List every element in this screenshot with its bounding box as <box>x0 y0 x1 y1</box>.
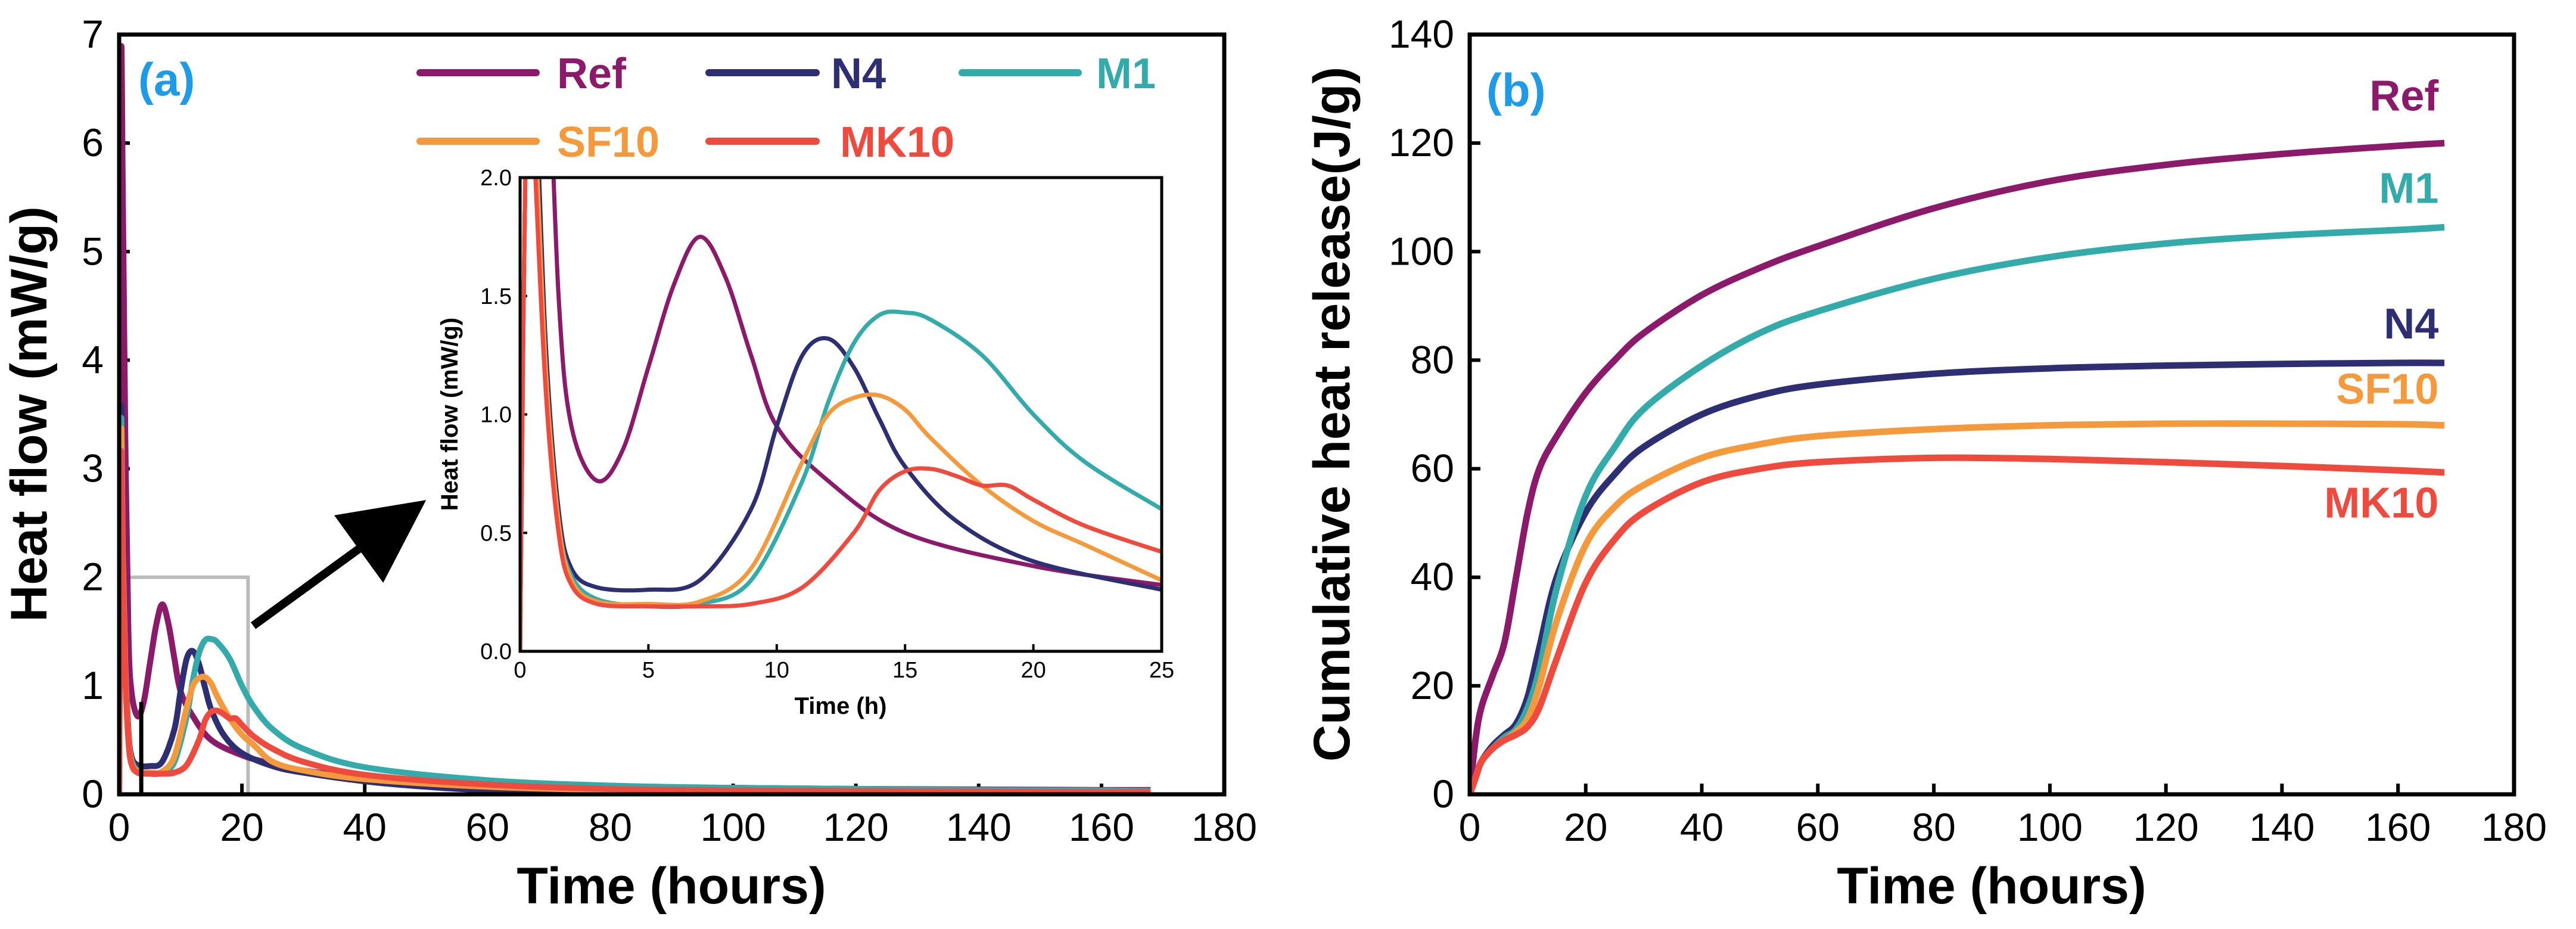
b-y-tick-label: 80 <box>1411 337 1454 381</box>
a-x-tick-label: 180 <box>1191 805 1257 849</box>
y-axis-title-inset: Heat flow (mW/g) <box>437 318 463 511</box>
legend-label-m1: M1 <box>1096 50 1156 98</box>
y-axis-title-b: Cumulative heat release(J/g) <box>1303 67 1361 762</box>
inset-background <box>520 178 1162 651</box>
a-x-tick-label: 160 <box>1069 805 1134 849</box>
a-y-tick-label: 0 <box>82 772 104 816</box>
a-x-tick-label: 40 <box>343 805 387 849</box>
end-label-ref: Ref <box>2369 73 2439 120</box>
series-inset-mk10 <box>520 178 1162 651</box>
a-x-tick-label: 0 <box>108 805 130 849</box>
inset-y-tick-label: 0.0 <box>480 639 512 664</box>
plot-frame-inset <box>518 176 1163 653</box>
x-axis-title-a: Time (hours) <box>517 857 826 915</box>
b-x-tick-label: 80 <box>1912 805 1955 849</box>
a-y-tick-label: 5 <box>82 229 104 273</box>
zoom-arrow <box>250 500 427 629</box>
series-b-ref <box>1470 139 2445 794</box>
y-axis-title-a: Heat flow (mW/g) <box>1 206 58 622</box>
inset-x-tick-label: 20 <box>1021 658 1046 683</box>
b-y-tick-label: 0 <box>1432 772 1454 816</box>
inset-x-tick-label: 25 <box>1149 658 1174 683</box>
plot-frame-b <box>1467 32 2516 797</box>
inset-x-tick-label: 0 <box>514 658 526 683</box>
legend-label-sf10: SF10 <box>557 119 659 166</box>
b-x-tick-label: 60 <box>1796 805 1840 849</box>
b-x-tick-label: 40 <box>1680 805 1723 849</box>
b-x-tick-label: 20 <box>1564 805 1607 849</box>
inset-x-tick-label: 10 <box>764 658 789 683</box>
b-x-tick-label: 100 <box>2017 805 2083 849</box>
inset-y-tick-label: 1.0 <box>480 403 512 428</box>
b-y-tick-label: 60 <box>1411 446 1454 490</box>
chart-inset: 0 5 10 15 20 25 0.0 0.5 1.0 1.5 2.0 Time (h) Heat … <box>437 166 1174 719</box>
end-label-sf10: SF10 <box>2336 365 2438 413</box>
plot-frame-a <box>117 32 1227 797</box>
b-y-tick-label: 20 <box>1411 663 1454 707</box>
legend-label-ref: Ref <box>557 50 627 98</box>
inset-y-tick-label: 0.5 <box>480 521 512 546</box>
series-a-mk10 <box>119 448 1151 794</box>
panel-label-b: (b) <box>1486 64 1546 116</box>
b-x-tick-label: 160 <box>2365 805 2431 849</box>
b-y-tick-label: 140 <box>1389 12 1454 56</box>
a-x-tick-label: 140 <box>946 805 1012 849</box>
b-y-tick-label: 40 <box>1411 555 1454 599</box>
a-x-tick-label: 20 <box>220 805 263 849</box>
x-axis-title-inset: Time (h) <box>795 693 887 719</box>
panel-label-a: (a) <box>138 53 195 105</box>
legend-label-n4: N4 <box>831 50 886 98</box>
series-b-m1 <box>1470 223 2445 794</box>
legend-label-mk10: MK10 <box>840 119 954 166</box>
a-y-tick-label: 4 <box>82 337 104 381</box>
end-label-m1: M1 <box>2379 164 2438 212</box>
series-b-sf10 <box>1470 420 2445 794</box>
series-inset-n4 <box>520 178 1162 651</box>
inset-x-tick-label: 15 <box>892 658 917 683</box>
a-x-tick-label: 120 <box>823 805 889 849</box>
a-y-tick-label: 2 <box>82 555 104 599</box>
a-x-tick-label: 60 <box>466 805 509 849</box>
b-x-tick-label: 0 <box>1459 805 1481 849</box>
series-b-mk10 <box>1470 454 2445 794</box>
a-y-tick-label: 6 <box>82 120 104 164</box>
inset-y-tick-label: 1.5 <box>480 284 512 309</box>
series-inset-ref <box>520 178 1162 651</box>
inset-y-tick-label: 2.0 <box>480 166 512 191</box>
a-x-tick-label: 100 <box>700 805 766 849</box>
b-y-tick-label: 100 <box>1389 229 1454 273</box>
legend-a: Ref N4 M1 SF10 MK10 <box>416 50 1156 166</box>
end-label-mk10: MK10 <box>2324 480 2438 527</box>
chart-b: 0 20 40 60 80 100 120 140 160 180 0 20 40 60 80 100 120 1… <box>1303 12 2547 915</box>
a-y-tick-label: 7 <box>82 12 104 56</box>
end-label-n4: N4 <box>2384 300 2438 348</box>
inset-x-tick-label: 5 <box>642 658 655 683</box>
x-axis-title-b: Time (hours) <box>1837 857 2146 915</box>
a-y-tick-label: 1 <box>82 663 104 707</box>
a-y-tick-label: 3 <box>82 446 104 490</box>
b-x-tick-label: 120 <box>2133 805 2199 849</box>
b-x-tick-label: 180 <box>2481 805 2547 849</box>
a-x-tick-label: 80 <box>589 805 632 849</box>
b-y-tick-label: 120 <box>1389 120 1454 164</box>
b-x-tick-label: 140 <box>2249 805 2314 849</box>
